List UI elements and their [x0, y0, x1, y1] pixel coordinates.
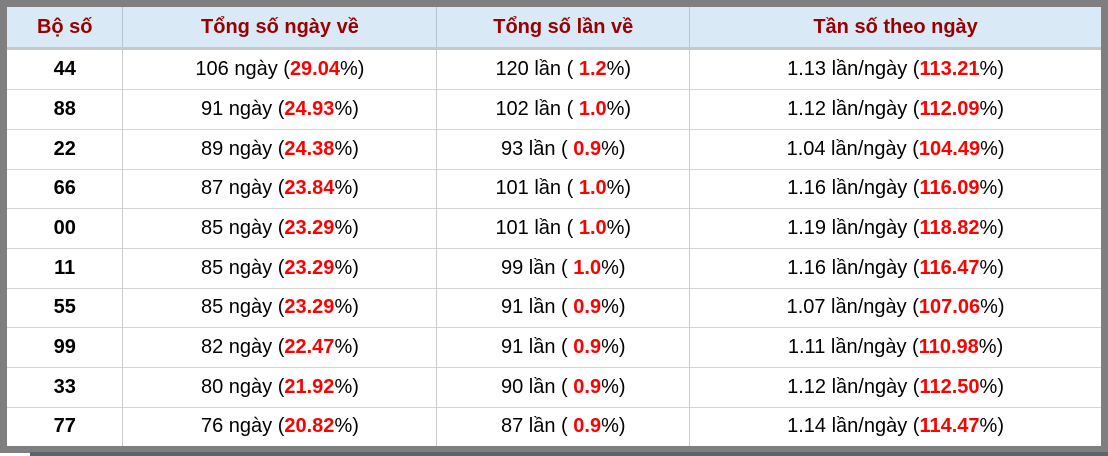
highlight-percent: 29.04: [289, 58, 340, 81]
next-section-edge: [30, 452, 1108, 456]
total-days-cell: 80 ngày (21.92%): [122, 366, 437, 408]
frequency-cell: 1.16 lần/ngày (116.09%): [689, 168, 1101, 209]
highlight-percent: 1.0: [573, 256, 602, 279]
highlight-percent: 23.29: [284, 217, 335, 240]
header-times: Tổng số lần về: [436, 7, 690, 50]
frequency-cell: 1.07 lần/ngày (107.06%): [689, 287, 1101, 328]
highlight-percent: 1.0: [578, 217, 607, 240]
highlight-percent: 21.92: [284, 375, 335, 398]
highlight-percent: 110.98: [918, 336, 979, 359]
highlight-percent: 112.50: [919, 375, 980, 398]
highlight-percent: 104.49: [918, 137, 981, 160]
pair-number: 77: [7, 406, 123, 446]
pair-number: 11: [7, 247, 123, 289]
pair-number: 99: [7, 327, 123, 368]
frequency-cell: 1.11 lần/ngày (110.98%): [689, 327, 1101, 368]
total-days-cell: 89 ngày (24.38%): [122, 128, 437, 170]
highlight-percent: 107.06: [918, 296, 981, 319]
table-row: 55 85 ngày (23.29%) 91 lần ( 0.9%) 1.07 lần…: [7, 287, 1101, 328]
pair-number: 88: [7, 89, 123, 130]
pair-number: 33: [7, 366, 123, 408]
total-days-cell: 85 ngày (23.29%): [122, 208, 437, 249]
table-row: 77 76 ngày (20.82%) 87 lần ( 0.9%) 1.14 lần…: [7, 406, 1101, 446]
table-row: 99 82 ngày (22.47%) 91 lần ( 0.9%) 1.11 lần…: [7, 327, 1101, 368]
header-days: Tổng số ngày về: [122, 7, 437, 50]
frequency-cell: 1.13 lần/ngày (113.21%): [689, 48, 1101, 90]
pair-number: 66: [7, 168, 123, 209]
highlight-percent: 22.47: [284, 336, 335, 359]
stats-table: Bộ số Tổng số ngày về Tổng số lần về Tần…: [7, 7, 1101, 446]
total-times-cell: 101 lần ( 1.0%): [436, 168, 690, 209]
total-times-cell: 91 lần ( 0.9%): [436, 287, 690, 328]
total-days-cell: 91 ngày (24.93%): [122, 89, 437, 130]
highlight-percent: 24.93: [284, 98, 335, 121]
total-days-cell: 87 ngày (23.84%): [122, 168, 437, 209]
table-row: 00 85 ngày (23.29%) 101 lần ( 1.0%) 1.19 lầ…: [7, 208, 1101, 249]
total-times-cell: 120 lần ( 1.2%): [436, 48, 690, 90]
table-row: 11 85 ngày (23.29%) 99 lần ( 1.0%) 1.16 lần…: [7, 247, 1101, 289]
highlight-percent: 1.0: [578, 177, 607, 200]
total-times-cell: 87 lần ( 0.9%): [436, 406, 690, 446]
highlight-percent: 24.38: [284, 137, 335, 160]
highlight-percent: 23.29: [284, 256, 335, 279]
table-row: 33 80 ngày (21.92%) 90 lần ( 0.9%) 1.12 lần…: [7, 366, 1101, 408]
total-times-cell: 101 lần ( 1.0%): [436, 208, 690, 249]
total-times-cell: 93 lần ( 0.9%): [436, 128, 690, 170]
total-times-cell: 102 lần ( 1.0%): [436, 89, 690, 130]
highlight-percent: 118.82: [919, 217, 980, 240]
table-row: 88 91 ngày (24.93%) 102 lần ( 1.0%) 1.12 lầ…: [7, 89, 1101, 130]
highlight-percent: 116.09: [919, 177, 980, 200]
header-freq: Tần số theo ngày: [689, 7, 1101, 50]
total-times-cell: 91 lần ( 0.9%): [436, 327, 690, 368]
table-row: 44 106 ngày (29.04%) 120 lần ( 1.2%) 1.13 l…: [7, 48, 1101, 90]
pair-number: 00: [7, 208, 123, 249]
total-times-cell: 90 lần ( 0.9%): [436, 366, 690, 408]
header-pair: Bộ số: [7, 7, 123, 50]
total-days-cell: 85 ngày (23.29%): [122, 287, 437, 328]
highlight-percent: 0.9: [573, 415, 602, 438]
table-body: 44 106 ngày (29.04%) 120 lần ( 1.2%) 1.13 l…: [7, 48, 1101, 446]
highlight-percent: 114.47: [919, 415, 980, 438]
frequency-cell: 1.14 lần/ngày (114.47%): [689, 406, 1101, 446]
highlight-percent: 20.82: [284, 415, 335, 438]
table-row: 66 87 ngày (23.84%) 101 lần ( 1.0%) 1.16 lầ…: [7, 168, 1101, 209]
total-days-cell: 85 ngày (23.29%): [122, 247, 437, 289]
highlight-percent: 116.47: [919, 256, 980, 279]
pair-number: 55: [7, 287, 123, 328]
total-times-cell: 99 lần ( 1.0%): [436, 247, 690, 289]
frequency-cell: 1.19 lần/ngày (118.82%): [689, 208, 1101, 249]
table-row: 22 89 ngày (24.38%) 93 lần ( 0.9%) 1.04 lần…: [7, 128, 1101, 170]
pair-number: 44: [7, 48, 123, 90]
total-days-cell: 76 ngày (20.82%): [122, 406, 437, 446]
highlight-percent: 113.21: [919, 58, 980, 81]
highlight-percent: 1.0: [578, 98, 607, 121]
header-row: Bộ số Tổng số ngày về Tổng số lần về Tần…: [7, 7, 1101, 50]
highlight-percent: 23.84: [284, 177, 335, 200]
frequency-cell: 1.04 lần/ngày (104.49%): [689, 128, 1101, 170]
frequency-cell: 1.16 lần/ngày (116.47%): [689, 247, 1101, 289]
highlight-percent: 1.2: [578, 58, 607, 81]
highlight-percent: 0.9: [573, 336, 602, 359]
frequency-cell: 1.12 lần/ngày (112.50%): [689, 366, 1101, 408]
total-days-cell: 106 ngày (29.04%): [122, 48, 437, 90]
highlight-percent: 0.9: [573, 375, 602, 398]
highlight-percent: 0.9: [573, 137, 602, 160]
highlight-percent: 112.09: [919, 98, 980, 121]
highlight-percent: 0.9: [573, 296, 602, 319]
highlight-percent: 23.29: [284, 296, 335, 319]
table-header: Bộ số Tổng số ngày về Tổng số lần về Tần…: [7, 7, 1101, 50]
pair-number: 22: [7, 128, 123, 170]
frequency-cell: 1.12 lần/ngày (112.09%): [689, 89, 1101, 130]
total-days-cell: 82 ngày (22.47%): [122, 327, 437, 368]
